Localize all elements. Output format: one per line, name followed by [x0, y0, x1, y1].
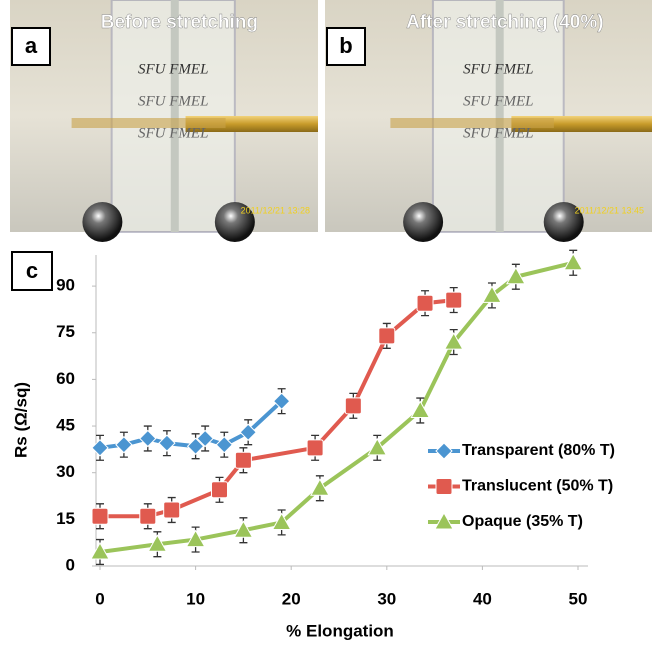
x-tick-label: 20	[282, 589, 301, 608]
legend-label: Transparent (80% T)	[462, 442, 615, 459]
marker	[235, 452, 251, 468]
x-axis-label: % Elongation	[286, 621, 394, 640]
tube-edge	[496, 0, 504, 232]
film-text: SFU FMEL	[463, 93, 533, 109]
y-tick-label: 90	[56, 276, 75, 295]
marker	[212, 482, 228, 498]
chart: c 0 15 30 45 60 75 90 0 10 20 30 40 50 % Elongation Rs …	[11, 250, 614, 640]
photo: SFU FMEL SFU FMEL SFU FMEL 2011/12/21 13:28…	[10, 0, 318, 242]
steel-ball	[82, 202, 122, 242]
marker	[446, 292, 462, 308]
marker	[92, 508, 108, 524]
marker	[140, 430, 156, 446]
legend-label: Opaque (35% T)	[462, 513, 583, 530]
panel-label: b	[339, 33, 352, 58]
legend-marker	[436, 443, 452, 459]
panel-label: a	[25, 33, 38, 58]
marker	[116, 437, 132, 453]
film-text: SFU FMEL	[463, 125, 533, 141]
film-text: SFU FMEL	[138, 125, 208, 141]
x-tick-label: 10	[186, 589, 205, 608]
y-axis-label: Rs (Ω/sq)	[11, 382, 30, 458]
photo-caption: After stretching (40%)	[406, 12, 603, 33]
series: Translucent (50% T)	[92, 288, 613, 529]
y-tick-label: 15	[56, 509, 75, 528]
marker	[164, 502, 180, 518]
marker	[411, 402, 429, 418]
y-tick-label: 45	[56, 416, 75, 435]
marker	[216, 437, 232, 453]
x-tick-label: 0	[95, 589, 104, 608]
legend-marker	[436, 479, 452, 495]
marker	[307, 440, 323, 456]
y-tick-label: 30	[56, 462, 75, 481]
film-text: SFU FMEL	[138, 93, 208, 109]
y-tick-label: 60	[56, 369, 75, 388]
photo-caption: Before stretching	[101, 12, 258, 33]
film-text: SFU FMEL	[463, 61, 533, 77]
timestamp: 2011/12/21 13:28	[241, 205, 310, 215]
x-tick-label: 50	[569, 589, 588, 608]
marker	[564, 254, 582, 270]
marker	[345, 398, 361, 414]
panel-label: c	[26, 258, 38, 283]
marker	[159, 435, 175, 451]
photo: SFU FMEL SFU FMEL SFU FMEL 2011/12/21 13:45…	[325, 0, 652, 242]
marker	[140, 508, 156, 524]
steel-ball	[403, 202, 443, 242]
photos: SFU FMEL SFU FMEL SFU FMEL 2011/12/21 13:28…	[10, 0, 652, 242]
timestamp: 2011/12/21 13:45	[575, 205, 644, 215]
x-tick-label: 30	[377, 589, 396, 608]
film-text: SFU FMEL	[138, 61, 208, 77]
x-tick-label: 40	[473, 589, 492, 608]
tube-edge	[171, 0, 179, 232]
y-tick-label: 75	[56, 322, 75, 341]
marker	[379, 328, 395, 344]
marker	[92, 440, 108, 456]
y-tick-label: 0	[66, 555, 75, 574]
marker	[417, 295, 433, 311]
legend-label: Translucent (50% T)	[462, 478, 613, 495]
figure: SFU FMEL SFU FMEL SFU FMEL 2011/12/21 13:28…	[0, 0, 652, 643]
